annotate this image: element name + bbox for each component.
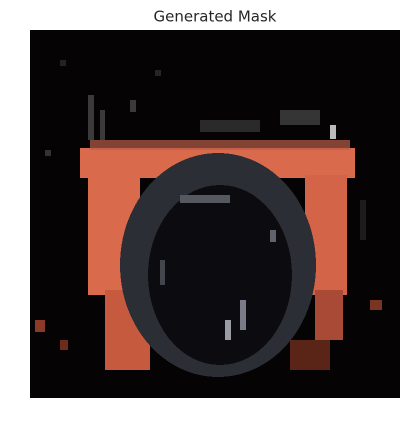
- generated-mask-image: [30, 30, 400, 398]
- ring-interior: [148, 185, 292, 365]
- orange-edge: [90, 140, 350, 150]
- image-title: Generated Mask: [154, 8, 277, 26]
- noise-speckles: [45, 60, 366, 240]
- interior-speckles: [160, 195, 276, 340]
